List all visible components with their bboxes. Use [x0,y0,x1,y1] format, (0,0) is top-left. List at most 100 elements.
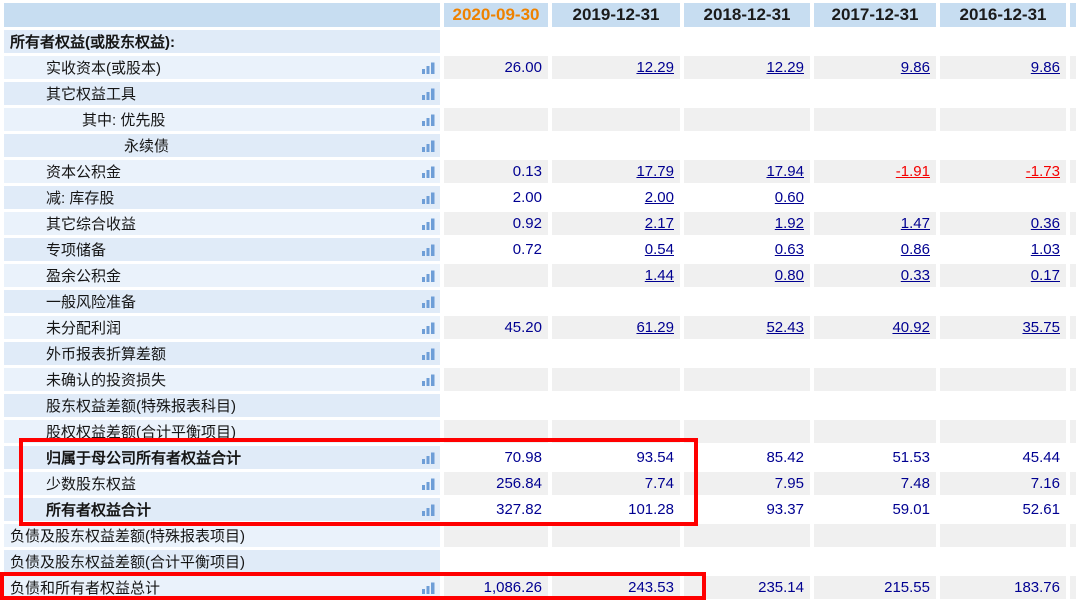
value-cell [552,524,680,547]
value-link[interactable]: -1.91 [895,163,930,180]
bar-chart-icon[interactable] [421,269,435,283]
value-link[interactable]: 1.03 [1030,241,1060,258]
cutoff-column-sliver [1070,290,1076,313]
bar-chart-icon[interactable] [421,61,435,75]
value-cell [444,550,548,573]
table-row: 归属于母公司所有者权益合计 70.98 93.54 85.42 51.53 45.44 [4,446,1076,469]
bar-chart-icon[interactable] [421,451,435,465]
value-link[interactable]: 0.80 [774,267,804,284]
cutoff-column-sliver [1070,316,1076,339]
value-cell: 9.86 [814,56,936,79]
value-cell [444,264,548,287]
value-cell [814,524,936,547]
value-link[interactable]: 0.33 [900,267,930,284]
value-link[interactable]: 17.79 [636,163,674,180]
bar-chart-icon[interactable] [421,113,435,127]
value-cell [814,394,936,417]
value-link[interactable]: -1.73 [1025,163,1060,180]
value-cell: 2.17 [552,212,680,235]
table-row: 所有者权益合计 327.82 101.28 93.37 59.01 52.61 [4,498,1076,521]
bar-chart-icon[interactable] [421,321,435,335]
bar-chart-icon[interactable] [421,503,435,517]
row-label-cell: 未确认的投资损失 [4,368,440,391]
bar-chart-icon[interactable] [421,477,435,491]
cutoff-column-sliver [1070,212,1076,235]
value-link[interactable]: 12.29 [766,59,804,76]
value-cell [684,134,810,157]
value-link[interactable]: 40.92 [892,319,930,336]
value-cell [552,550,680,573]
cutoff-column-sliver [1070,134,1076,157]
value-cell: 12.29 [552,56,680,79]
value-link[interactable]: 17.94 [766,163,804,180]
value-cell [684,30,810,53]
cutoff-column-sliver [1070,420,1076,443]
value-text: 183.76 [1014,579,1060,596]
value-link[interactable]: 0.17 [1030,267,1060,284]
bar-chart-icon[interactable] [421,139,435,153]
value-link[interactable]: 2.17 [644,215,674,232]
bar-chart-icon[interactable] [421,191,435,205]
value-cell [940,394,1066,417]
value-link[interactable]: 35.75 [1022,319,1060,336]
value-link[interactable]: 0.54 [644,241,674,258]
bar-chart-icon[interactable] [421,373,435,387]
bar-chart-icon[interactable] [421,243,435,257]
value-text: 256.84 [496,475,542,492]
bar-chart-icon[interactable] [421,295,435,309]
value-cell [552,82,680,105]
value-cell: 93.37 [684,498,810,521]
value-cell [940,290,1066,313]
value-link[interactable]: 61.29 [636,319,674,336]
value-link[interactable]: 1.92 [774,215,804,232]
value-cell: 215.55 [814,576,936,599]
value-cell [552,342,680,365]
value-link[interactable]: 0.63 [774,241,804,258]
value-cell [684,108,810,131]
bar-chart-icon[interactable] [421,217,435,231]
value-link[interactable]: 12.29 [636,59,674,76]
value-link[interactable]: 1.44 [644,267,674,284]
row-label-cell: 所有者权益(或股东权益): [4,30,440,53]
value-link[interactable]: 9.86 [900,59,930,76]
value-cell: 93.54 [552,446,680,469]
value-cell: 9.86 [940,56,1066,79]
value-cell [814,108,936,131]
value-link[interactable]: 0.86 [900,241,930,258]
bar-chart-icon[interactable] [421,347,435,361]
value-cell: 0.80 [684,264,810,287]
bar-chart-icon[interactable] [421,87,435,101]
value-cell: 52.43 [684,316,810,339]
cutoff-column-sliver [1070,160,1076,183]
bar-chart-icon[interactable] [421,165,435,179]
value-cell [444,108,548,131]
value-cell [684,550,810,573]
value-link[interactable]: 1.47 [900,215,930,232]
value-text: 70.98 [504,449,542,466]
value-cell: 235.14 [684,576,810,599]
row-label: 实收资本(或股本) [46,60,161,77]
bar-chart-icon[interactable] [421,581,435,595]
table-row: 盈余公积金 1.44 0.80 0.33 0.17 [4,264,1076,287]
row-label: 盈余公积金 [46,268,122,285]
value-link[interactable]: 0.60 [774,189,804,206]
row-label: 所有者权益合计 [46,502,152,519]
value-cell [814,290,936,313]
row-label-cell: 股权权益差额(合计平衡项目) [4,420,440,443]
value-link[interactable]: 52.43 [766,319,804,336]
value-cell [940,108,1066,131]
value-cell [814,420,936,443]
value-link[interactable]: 0.36 [1030,215,1060,232]
value-cell: 0.36 [940,212,1066,235]
value-link[interactable]: 2.00 [644,189,674,206]
value-cell [552,30,680,53]
row-label: 其中: 优先股 [82,112,166,129]
value-text: 7.16 [1030,475,1060,492]
value-cell [444,134,548,157]
value-cell: 61.29 [552,316,680,339]
row-label-cell: 未分配利润 [4,316,440,339]
cutoff-column-sliver [1070,498,1076,521]
value-link[interactable]: 9.86 [1030,59,1060,76]
value-cell: 2.00 [444,186,548,209]
